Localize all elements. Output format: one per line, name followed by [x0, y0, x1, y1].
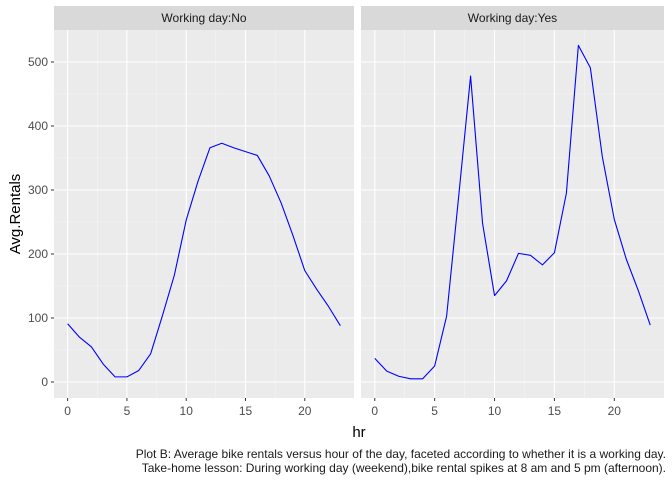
facet-2-x-tick-label-0: 0	[371, 404, 378, 418]
facet-2-strip-label: Working day:Yes	[468, 11, 557, 25]
y-tick-label-0: 0	[41, 375, 48, 389]
facet-1-series-line	[67, 142, 341, 378]
x-axis-title: hr	[352, 424, 365, 441]
facet-1-panel	[54, 30, 354, 398]
facet-1-strip-label: Working day:No	[161, 11, 246, 25]
facet-2-x-tick-label-15: 15	[548, 404, 562, 418]
facet-1-x-tick-label-20: 20	[298, 404, 312, 418]
facet-2-x-tick-label-20: 20	[608, 404, 622, 418]
y-tick-label-200: 200	[28, 247, 48, 261]
facet-1-x-tick-label-10: 10	[180, 404, 194, 418]
facet-2-series-line	[374, 44, 651, 380]
facet-2-x-tick-label-10: 10	[488, 404, 502, 418]
y-tick-label-100: 100	[28, 311, 48, 325]
facet-1-x-tick-label-0: 0	[64, 404, 71, 418]
facet-1-x-tick-label-5: 5	[124, 404, 131, 418]
y-tick-label-400: 400	[28, 119, 48, 133]
y-tick-label-300: 300	[28, 183, 48, 197]
y-tick-label-500: 500	[28, 55, 48, 69]
facet-2-strip	[361, 6, 664, 30]
facet-2-x-tick-label-5: 5	[431, 404, 438, 418]
y-axis-title: Avg.Rentals	[7, 174, 24, 255]
caption-line-2: Take-home lesson: During working day (we…	[141, 461, 666, 475]
facet-1-strip	[54, 6, 354, 30]
facet-1-x-tick-label-15: 15	[239, 404, 253, 418]
facet-2-panel	[361, 30, 664, 398]
caption-line-1: Plot B: Average bike rentals versus hour…	[135, 447, 666, 461]
